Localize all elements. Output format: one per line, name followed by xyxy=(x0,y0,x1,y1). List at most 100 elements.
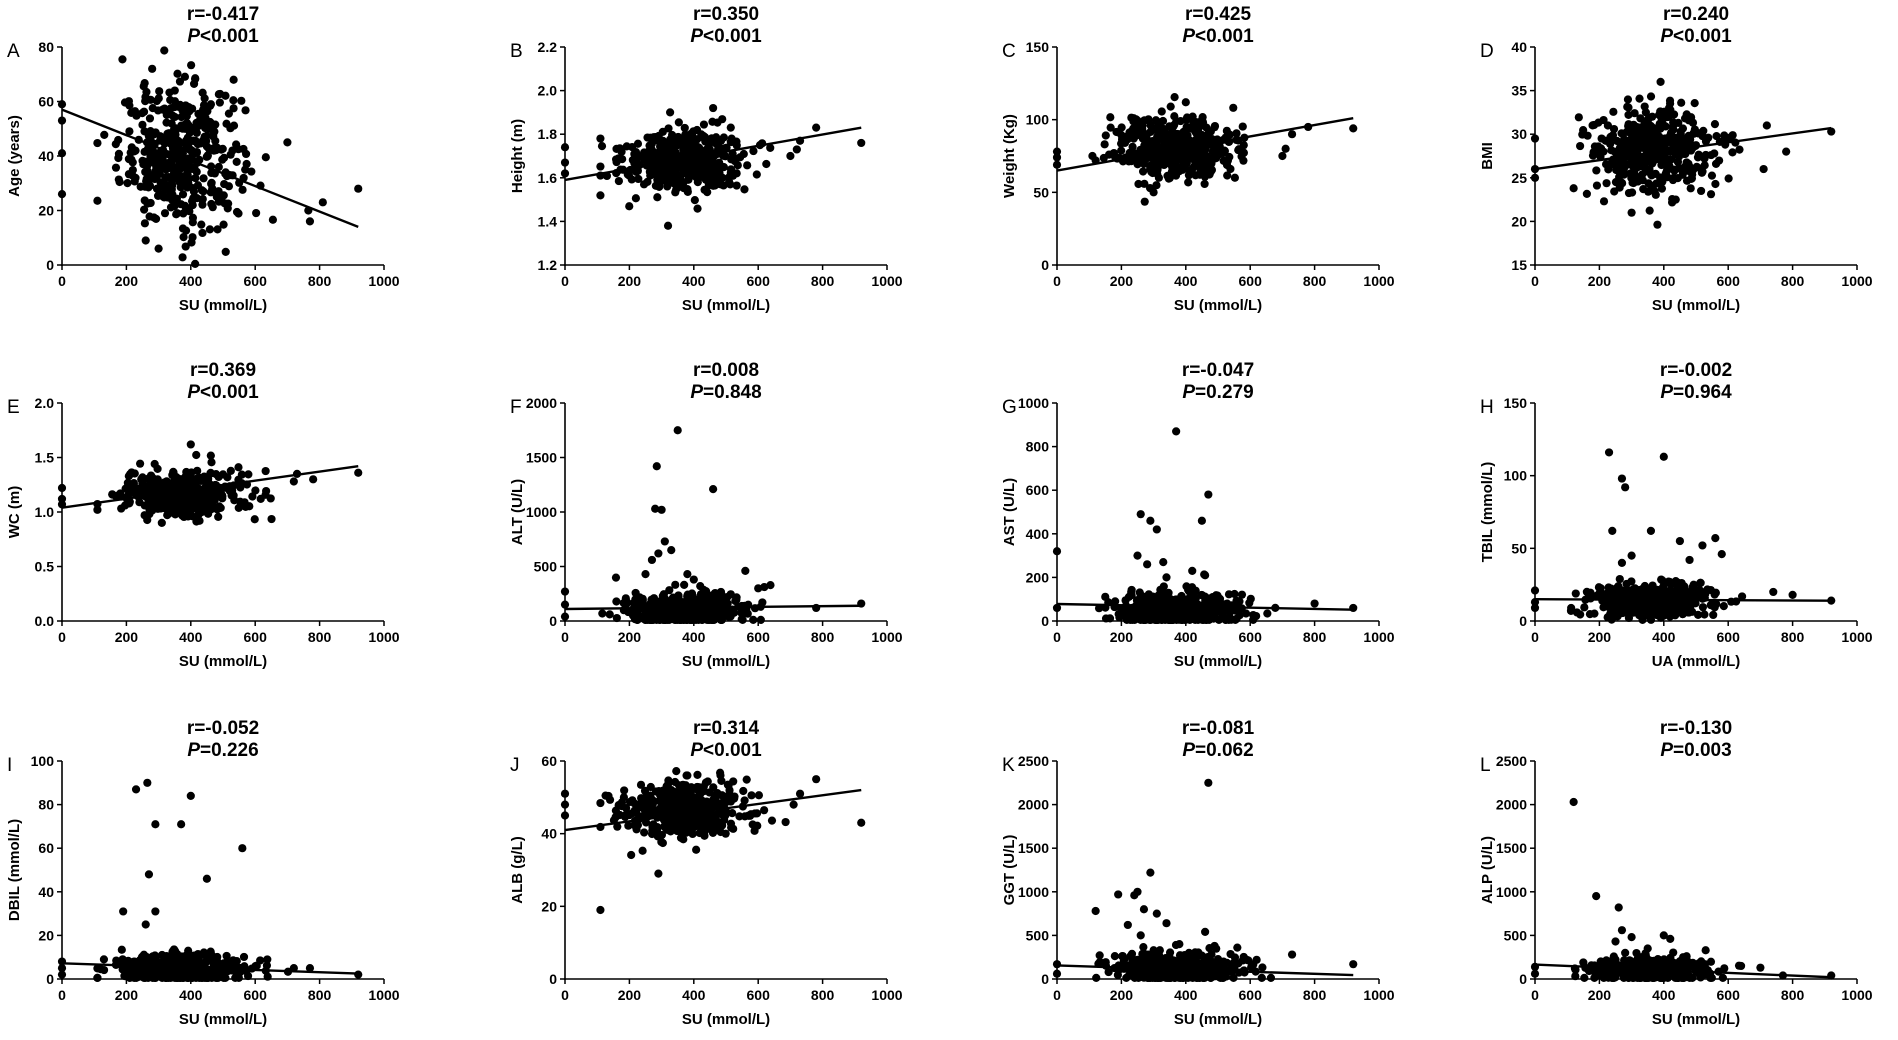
panel-b-point xyxy=(743,161,752,170)
panel-e-point xyxy=(143,515,152,525)
panel-j-point xyxy=(728,809,737,818)
panel-c-point xyxy=(1287,130,1297,139)
panel-i-regression-line xyxy=(61,962,359,975)
panel-e-point xyxy=(138,473,147,482)
panel-h-y-tick-label: 50 xyxy=(1511,540,1527,556)
panel-c-point xyxy=(1230,173,1239,182)
panel-a-point xyxy=(152,159,161,169)
panel-h-point xyxy=(1617,474,1627,483)
panel-f-point xyxy=(641,570,650,579)
panel-c-point xyxy=(1149,188,1158,197)
panel-c-point xyxy=(1052,153,1062,162)
panel-i-y-label: DBIL (mmol/L) xyxy=(6,819,23,921)
panel-e-x-tick-label: 200 xyxy=(115,629,139,645)
panel-e-point xyxy=(140,501,149,510)
panel-j-point xyxy=(695,795,704,804)
panel-g-x-tick-label: 600 xyxy=(1239,629,1263,645)
panel-d-point xyxy=(1690,127,1700,136)
panel-h-point xyxy=(1592,591,1601,601)
panel-b-point xyxy=(749,146,758,156)
panel-a-x-tick-label: 200 xyxy=(115,273,139,289)
panel-d-point xyxy=(1635,94,1644,103)
panel-f-y-tick-label: 500 xyxy=(534,559,558,575)
panel-j-point xyxy=(658,838,667,848)
panel-i-point xyxy=(134,966,144,975)
panel-e-point xyxy=(192,450,201,460)
panel-j-point xyxy=(767,816,777,825)
panel-a-point xyxy=(118,55,127,64)
panel-j-x-tick-label: 0 xyxy=(561,987,569,1003)
panel-d-point xyxy=(1658,177,1667,186)
panel-i-point xyxy=(202,874,211,883)
panel-j-x-tick-label: 200 xyxy=(618,987,642,1003)
panel-k-p-rest: =0.062 xyxy=(1195,740,1254,761)
panel-a-point xyxy=(224,109,233,118)
panel-c-y-tick-label: 100 xyxy=(1026,112,1050,128)
panel-d-point xyxy=(1631,172,1640,181)
panel-f-y-tick-label: 0 xyxy=(549,613,557,629)
panel-j-point xyxy=(651,787,661,796)
panel-e-point xyxy=(186,440,195,449)
panel-b-point xyxy=(627,175,636,184)
panel-a-point xyxy=(191,173,200,183)
panel-i-point xyxy=(163,964,173,973)
panel-b-point xyxy=(680,123,689,133)
panel-j-point xyxy=(648,822,657,831)
panel-d-y-tick-label: 30 xyxy=(1511,126,1527,142)
panel-c-point xyxy=(1206,127,1215,136)
panel-d-point xyxy=(1583,131,1592,140)
panel-b-point xyxy=(690,196,699,205)
panel-e-point xyxy=(226,466,235,475)
panel-a-point xyxy=(199,187,208,196)
panel-i-x-label: SU (mmol/L) xyxy=(179,1011,267,1028)
panel-a-y-tick-label: 0 xyxy=(46,257,54,273)
panel-j-p-value: P<0.001 xyxy=(690,740,762,761)
panel-d-point xyxy=(1706,190,1716,199)
panel-b-point xyxy=(596,162,605,171)
panel-a-point xyxy=(148,64,157,73)
panel-a-point xyxy=(160,104,169,113)
panel-a-point xyxy=(127,155,136,164)
panel-g-point xyxy=(1246,594,1255,603)
panel-c-x-tick-label: 1000 xyxy=(1363,273,1394,289)
panel-d-point xyxy=(1639,185,1648,194)
panel-a-point xyxy=(229,75,238,84)
panel-f-point xyxy=(654,549,663,558)
panel-b-point xyxy=(709,171,719,180)
panel-d-y-label: BMI xyxy=(1479,142,1496,170)
panel-b-point xyxy=(728,171,738,180)
panel-i-point xyxy=(99,965,109,975)
panel-e-point xyxy=(57,483,67,493)
panel-h-letter: H xyxy=(1480,397,1494,418)
panel-a-point xyxy=(178,190,188,199)
panel-c-point xyxy=(1219,156,1228,165)
panel-d-point xyxy=(1646,92,1656,101)
panel-g-point xyxy=(1152,615,1161,624)
panel-b-y-tick-label: 1.2 xyxy=(538,257,558,273)
panel-d-point xyxy=(1636,128,1645,138)
panel-j-point xyxy=(700,831,709,840)
panel-j-point xyxy=(717,791,727,800)
panel-a-point xyxy=(123,179,132,188)
panel-k-x-label: SU (mmol/L) xyxy=(1174,1011,1262,1028)
panel-j-y-label: ALB (g/L) xyxy=(509,836,526,903)
panel-f-x-tick-label: 200 xyxy=(618,629,642,645)
panel-g-x-tick-label: 400 xyxy=(1174,629,1198,645)
panel-g-point xyxy=(1263,609,1272,618)
panel-h-x-tick-label: 600 xyxy=(1717,629,1741,645)
panel-c-x-label: SU (mmol/L) xyxy=(1174,297,1262,314)
panel-j-point xyxy=(643,798,652,808)
panel-b-y-tick-label: 2.2 xyxy=(538,39,558,55)
panel-f-x-tick-label: 800 xyxy=(811,629,835,645)
panel-e-point xyxy=(148,506,157,515)
panel-a-point xyxy=(212,145,221,155)
panel-k-point xyxy=(1266,973,1276,983)
panel-a-point xyxy=(172,168,182,178)
panel-c-point xyxy=(1198,149,1207,159)
panel-i-y-tick-label: 20 xyxy=(38,927,54,943)
panel-b-point xyxy=(719,181,728,190)
panel-f-point xyxy=(680,580,689,589)
